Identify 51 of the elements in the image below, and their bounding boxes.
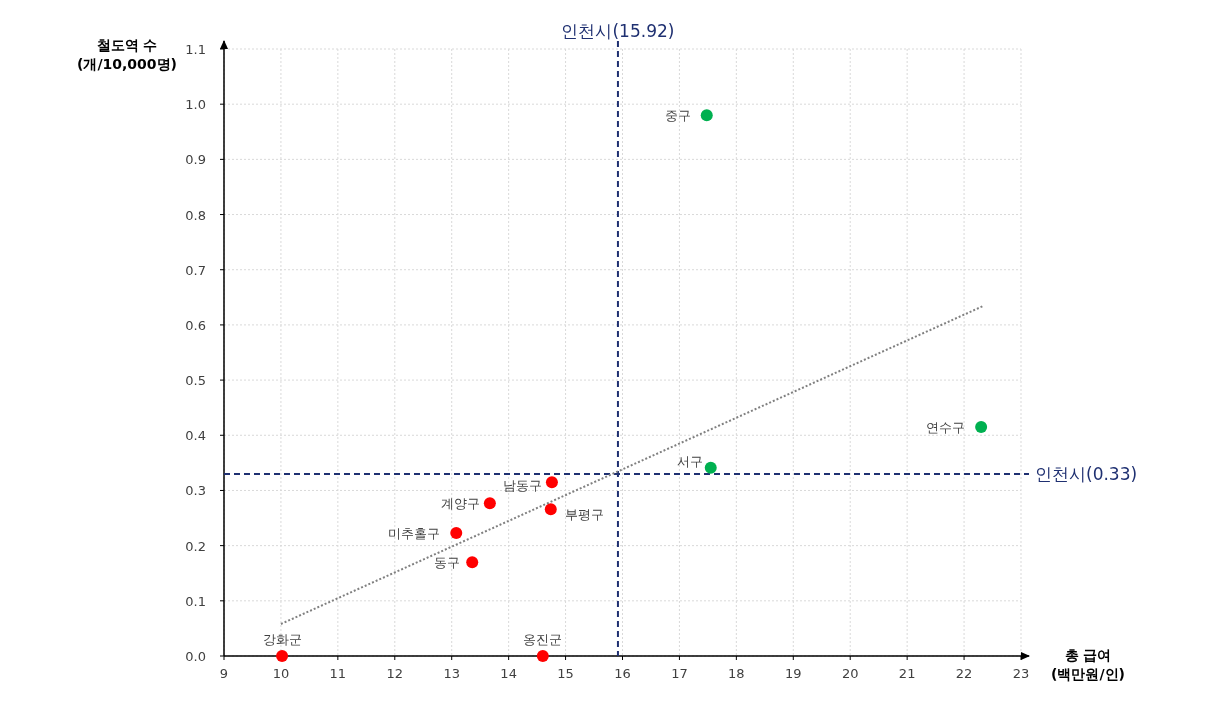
x-tick-label: 22 <box>955 666 973 681</box>
x-tick-label: 16 <box>614 666 631 681</box>
y-tick-label: 0.3 <box>185 483 206 499</box>
point <box>466 556 479 569</box>
point <box>536 650 549 662</box>
y-tick-label: 0.2 <box>185 538 206 554</box>
x-tick-label: 17 <box>671 666 688 681</box>
x-tick-label: 18 <box>728 666 745 681</box>
annotation: 계양구 <box>440 496 480 512</box>
point <box>483 497 496 510</box>
x-tick-label: 10 <box>272 666 290 681</box>
x-tick-label: 23 <box>1012 666 1030 681</box>
x-tick-label: 19 <box>785 666 802 681</box>
point <box>276 650 289 662</box>
y-tick-label: 0.4 <box>185 428 206 444</box>
y-tick-label: 1.0 <box>185 97 206 113</box>
point <box>975 421 988 433</box>
x-tick-label: 21 <box>898 666 916 681</box>
x-tick-label: 13 <box>443 666 460 681</box>
y-tick-label: 0.6 <box>185 317 206 333</box>
annotation: 연수구 <box>926 420 966 435</box>
y-tick-label: 0.8 <box>185 207 206 223</box>
annotation: 중구 <box>664 108 691 124</box>
y-tick-label: 0.5 <box>185 373 206 389</box>
y-tick-label: 0.9 <box>185 152 206 168</box>
annotation: 서구 <box>676 453 703 469</box>
x-tick-label: 11 <box>329 666 347 681</box>
x-axis-title: 총 급여 (백만원/인) <box>1051 647 1125 682</box>
x-tick-label: 9 <box>219 666 229 681</box>
y-tick-label: 0.1 <box>185 593 206 609</box>
annotation: 옹진군 <box>523 632 563 647</box>
point <box>545 476 558 489</box>
annotation: 부평구 <box>564 507 604 523</box>
y-tick-label: 0.7 <box>185 262 206 278</box>
x-tick-label: 15 <box>557 666 574 681</box>
point <box>704 461 717 474</box>
x-tick-label: 12 <box>386 666 404 681</box>
annotation: 남동구 <box>502 478 542 494</box>
point <box>450 526 463 539</box>
point <box>544 503 557 516</box>
x-tick-label: 20 <box>841 666 859 681</box>
ref-line-label: 인천시(15.92) <box>561 21 675 41</box>
y-tick-label: 0.0 <box>185 649 206 664</box>
x-tick-label: 14 <box>500 666 517 681</box>
annotation: 미추홀구 <box>388 525 441 541</box>
point <box>700 109 713 122</box>
y-axis-title: 철도역 수 (개/10,000명) <box>77 37 177 72</box>
annotation: 동구 <box>434 555 461 571</box>
annotation: 강화군 <box>262 632 302 647</box>
ref-line-label: 인천시(0.33) <box>1035 463 1138 484</box>
y-tick-label: 1.1 <box>185 42 206 57</box>
